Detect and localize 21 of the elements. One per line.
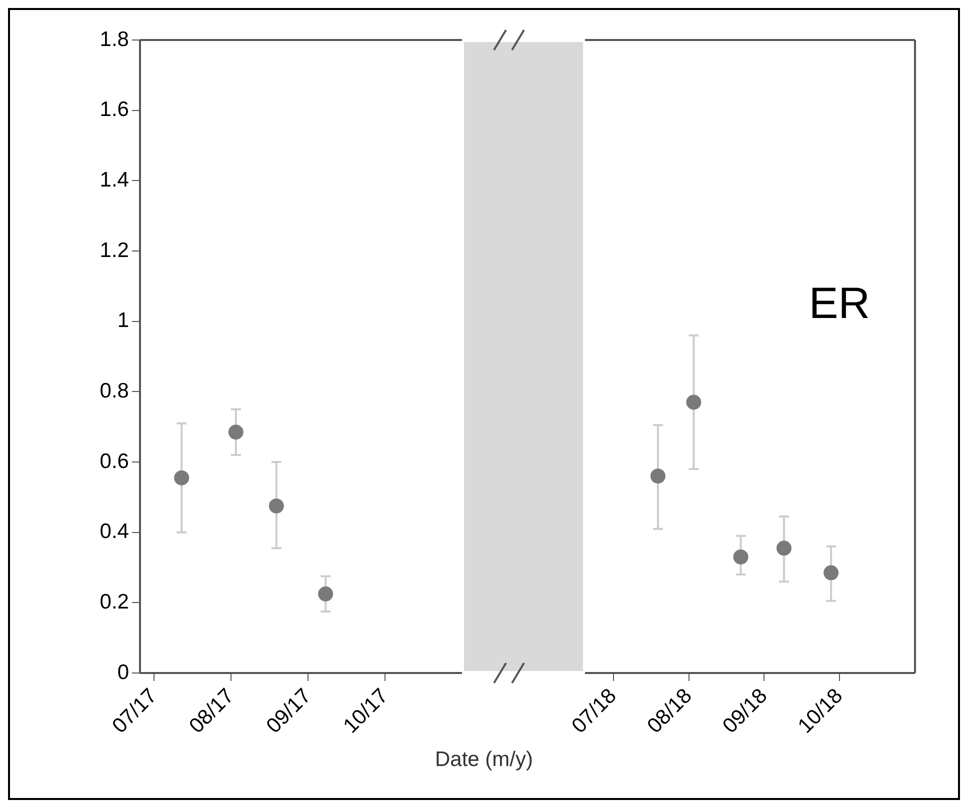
point [733, 549, 748, 564]
annotation: ER [808, 279, 870, 328]
x-axis-title: Date (m/y) [434, 748, 534, 772]
point [686, 394, 702, 410]
y-tick-label: 0.6 [100, 450, 129, 473]
y-tick-label: 1 [117, 309, 129, 332]
y-tick-label: 0.8 [100, 379, 129, 402]
y-tick-label: 1.6 [100, 98, 129, 122]
point [268, 498, 284, 514]
y-tick-label: 1.8 [100, 28, 129, 51]
y-tick-label: 1.4 [100, 168, 130, 192]
y-tick-label: 0 [117, 660, 129, 684]
y-tick-label: 0.4 [100, 520, 130, 544]
y-tick-label: 0.2 [100, 590, 129, 614]
point [650, 468, 666, 484]
point [228, 424, 244, 440]
point [318, 586, 334, 602]
y-tick-label: 1.2 [100, 238, 129, 262]
point [174, 470, 190, 486]
point [824, 565, 839, 580]
point [776, 540, 792, 556]
